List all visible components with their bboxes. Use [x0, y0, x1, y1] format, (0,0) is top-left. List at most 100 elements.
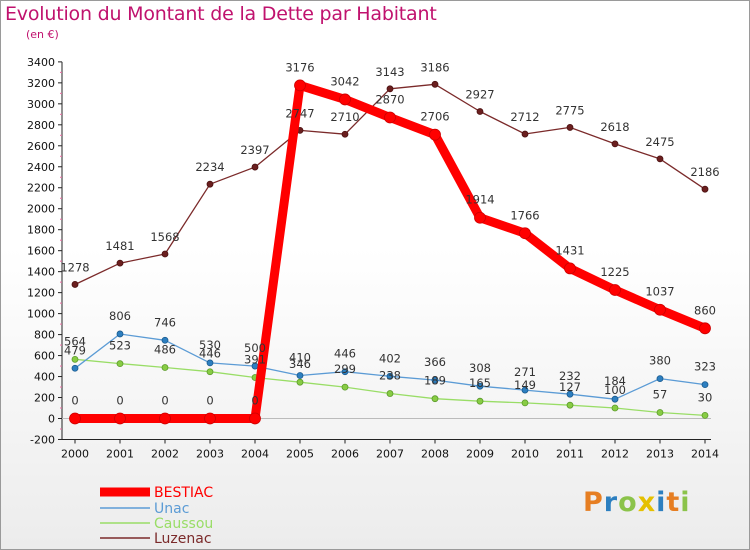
- data-point-bestiac: [159, 412, 171, 425]
- data-label-caussou: 486: [154, 343, 176, 357]
- x-tick-label: 2010: [511, 447, 539, 460]
- data-label-luzenac: 2712: [510, 110, 539, 124]
- data-point-bestiac: [384, 111, 396, 124]
- y-tick-label: 400: [34, 371, 55, 384]
- data-point-caussou: [566, 401, 574, 409]
- data-point-caussou: [206, 368, 214, 376]
- data-label-caussou: 149: [514, 378, 536, 392]
- data-label-unac: 479: [64, 343, 86, 357]
- data-label-unac: 746: [154, 315, 176, 329]
- x-tick-label: 2003: [196, 447, 224, 460]
- data-label-luzenac: 2475: [645, 135, 674, 149]
- data-label-caussou: 446: [199, 347, 221, 361]
- y-tick-label: 3000: [27, 98, 55, 111]
- data-point-unac: [71, 364, 79, 372]
- data-point-unac: [566, 390, 574, 398]
- data-label-luzenac: 2710: [330, 110, 359, 124]
- data-point-unac: [116, 330, 124, 338]
- data-point-luzenac: [566, 124, 574, 131]
- data-point-caussou: [386, 390, 394, 397]
- data-label-caussou: 100: [604, 383, 626, 397]
- x-tick-label: 2014: [691, 447, 719, 460]
- data-label-caussou: 523: [109, 339, 131, 353]
- y-tick-label: 1000: [27, 308, 55, 321]
- brand-letter: i: [656, 487, 667, 518]
- data-point-luzenac: [71, 281, 79, 288]
- data-point-unac: [206, 359, 214, 367]
- data-label-luzenac: 1278: [60, 260, 89, 274]
- x-tick-label: 2009: [466, 447, 494, 460]
- brand-letter: r: [603, 487, 619, 518]
- data-point-bestiac: [204, 412, 216, 425]
- data-point-luzenac: [521, 130, 529, 138]
- y-tick-label: 2600: [27, 140, 55, 153]
- data-label-caussou: 165: [469, 376, 491, 390]
- data-label-bestiac: 0: [251, 394, 258, 408]
- data-label-bestiac: 3042: [330, 74, 359, 88]
- data-point-luzenac: [161, 250, 169, 258]
- brand-letter: o: [618, 487, 638, 518]
- y-tick-label: 3200: [27, 77, 55, 90]
- data-point-bestiac: [249, 412, 261, 425]
- data-point-caussou: [71, 355, 79, 363]
- data-label-caussou: 346: [289, 357, 311, 371]
- data-point-caussou: [656, 409, 664, 416]
- data-label-unac: 184: [604, 374, 626, 388]
- data-label-bestiac: 2870: [375, 92, 404, 106]
- data-label-luzenac: 3186: [420, 60, 449, 74]
- data-point-bestiac: [519, 227, 531, 240]
- data-label-bestiac: 0: [206, 394, 213, 408]
- data-label-bestiac: 1225: [600, 265, 629, 279]
- x-tick-label: 2012: [601, 447, 629, 460]
- data-point-bestiac: [429, 128, 441, 141]
- x-tick-label: 2002: [151, 447, 179, 460]
- data-point-bestiac: [294, 79, 306, 92]
- data-point-bestiac: [699, 322, 711, 335]
- data-label-unac: 530: [199, 338, 221, 352]
- y-tick-label: -200: [30, 433, 55, 446]
- data-point-bestiac: [609, 284, 621, 296]
- data-point-bestiac: [114, 412, 126, 425]
- x-tick-label: 2001: [106, 447, 134, 460]
- data-label-luzenac: 2775: [555, 103, 584, 117]
- data-point-bestiac: [69, 412, 81, 425]
- data-point-luzenac: [701, 185, 709, 193]
- brand-letter: P: [583, 487, 604, 518]
- data-label-bestiac: 0: [161, 394, 168, 408]
- data-label-unac: 806: [109, 309, 131, 323]
- data-point-caussou: [296, 378, 304, 386]
- chart-title: Evolution du Montant de la Dette par Hab…: [5, 3, 437, 25]
- data-label-unac: 446: [334, 347, 356, 361]
- data-point-luzenac: [386, 85, 394, 93]
- data-point-unac: [161, 336, 169, 344]
- data-point-luzenac: [116, 259, 124, 267]
- data-label-luzenac: 1481: [105, 239, 134, 253]
- data-label-luzenac: 2234: [195, 160, 224, 174]
- data-label-caussou: 391: [244, 352, 266, 366]
- data-label-luzenac: 2186: [690, 165, 719, 179]
- legend-label: Unac: [154, 501, 189, 517]
- data-point-caussou: [611, 404, 619, 412]
- data-point-caussou: [341, 383, 349, 391]
- data-label-unac: 402: [379, 351, 401, 365]
- x-tick-label: 2005: [286, 447, 314, 460]
- data-label-bestiac: 1037: [645, 285, 674, 299]
- data-label-caussou: 189: [424, 374, 446, 388]
- brand-letter: t: [666, 487, 681, 518]
- y-tick-label: 800: [34, 329, 55, 342]
- data-label-caussou: 30: [698, 390, 713, 404]
- data-label-luzenac: 2747: [285, 106, 314, 120]
- data-label-caussou: 57: [653, 388, 668, 402]
- data-label-unac: 500: [244, 341, 266, 355]
- data-label-caussou: 127: [559, 380, 581, 394]
- data-label-unac: 366: [424, 355, 446, 369]
- data-point-unac: [521, 386, 529, 394]
- data-point-luzenac: [476, 108, 484, 115]
- data-point-luzenac: [251, 163, 259, 171]
- data-point-unac: [701, 381, 709, 389]
- data-label-unac: 323: [694, 360, 716, 374]
- data-label-unac: 308: [469, 361, 491, 375]
- data-point-bestiac: [564, 262, 576, 275]
- y-tick-label: 200: [34, 392, 55, 405]
